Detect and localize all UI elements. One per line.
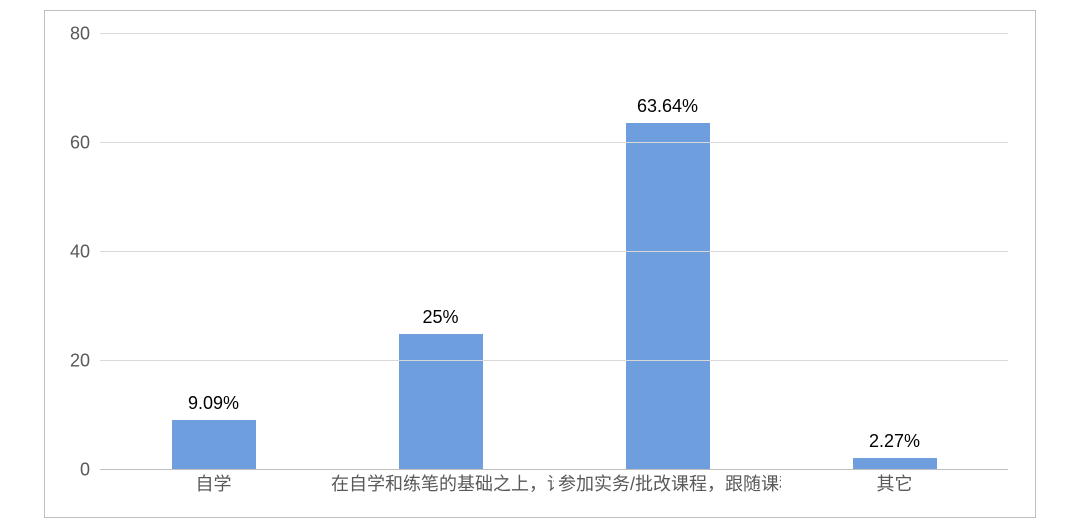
bar-slot: 2.27% xyxy=(781,34,1008,470)
y-tick-label: 20 xyxy=(70,351,100,372)
gridline xyxy=(100,142,1008,143)
plot-area: 9.09%25%63.64%2.27% 020406080 xyxy=(100,34,1008,470)
bar-value-label: 2.27% xyxy=(869,431,920,452)
x-tick-label: 自学 xyxy=(100,470,327,508)
gridline xyxy=(100,360,1008,361)
y-tick-label: 40 xyxy=(70,242,100,263)
gridline xyxy=(100,251,1008,252)
bar xyxy=(172,420,256,470)
bar-value-label: 63.64% xyxy=(637,96,698,117)
y-tick-label: 80 xyxy=(70,24,100,45)
x-tick-label: 在自学和练笔的基础之上，请… xyxy=(327,470,554,508)
bars-container: 9.09% 25% 63.64% 2.27% xyxy=(100,34,1008,470)
bar-chart: 9.09% 25% 63.64% 2.27% 0 20 40 60 80 自学在自学和练笔的基… xyxy=(0,0,1080,528)
x-tick-label: 其它 xyxy=(781,470,1008,508)
y-tick-label: 0 xyxy=(80,460,100,481)
x-tick-label: 参加实务/批改课程，跟随课程… xyxy=(554,470,781,508)
gridline xyxy=(100,33,1008,34)
bar-slot: 63.64% xyxy=(554,34,781,470)
bar xyxy=(399,334,483,470)
bar-value-label: 9.09% xyxy=(188,393,239,414)
bar-slot: 25% xyxy=(327,34,554,470)
y-tick-label: 60 xyxy=(70,133,100,154)
bar xyxy=(626,123,710,470)
bar-slot: 9.09% xyxy=(100,34,327,470)
bar-value-label: 25% xyxy=(422,307,458,328)
x-axis-labels: 自学在自学和练笔的基础之上，请…参加实务/批改课程，跟随课程…其它 xyxy=(100,470,1008,508)
